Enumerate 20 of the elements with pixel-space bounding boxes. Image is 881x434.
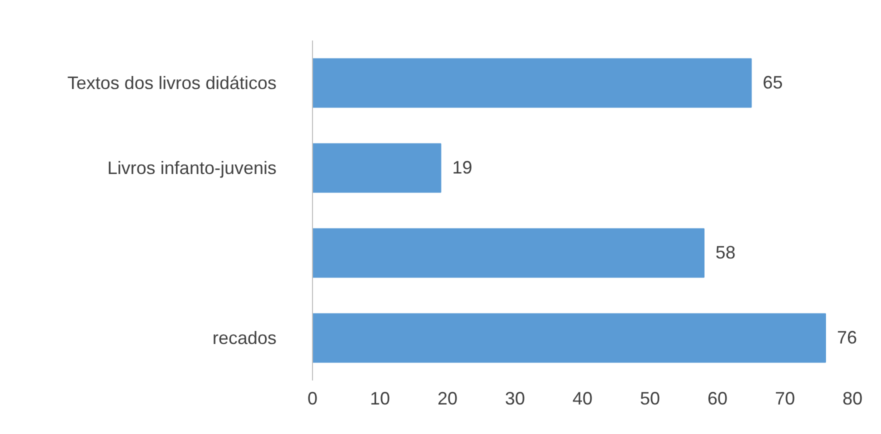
x-tick-label: 80 (842, 388, 863, 408)
x-tick-label: 0 (307, 388, 318, 408)
data-label: 76 (837, 327, 858, 348)
y-tick-label: Textos dos livros didáticos (67, 73, 276, 93)
x-tick-label: 20 (437, 388, 458, 408)
y-tick-label: recados (212, 328, 277, 348)
bar (312, 228, 704, 278)
bar (312, 313, 826, 363)
x-tick-label: 50 (640, 388, 660, 408)
x-tick-label: 70 (774, 388, 796, 408)
x-tick-label: 40 (572, 388, 593, 408)
x-tick-label: 10 (370, 388, 390, 408)
data-label: 19 (452, 157, 472, 178)
x-tick-label: 30 (504, 388, 526, 408)
bar (312, 58, 752, 108)
data-label: 65 (762, 72, 783, 93)
y-tick-label: Livros infanto-juvenis (107, 158, 277, 178)
data-label: 58 (716, 242, 736, 263)
bar (312, 143, 442, 193)
x-tick-label: 60 (707, 388, 728, 408)
